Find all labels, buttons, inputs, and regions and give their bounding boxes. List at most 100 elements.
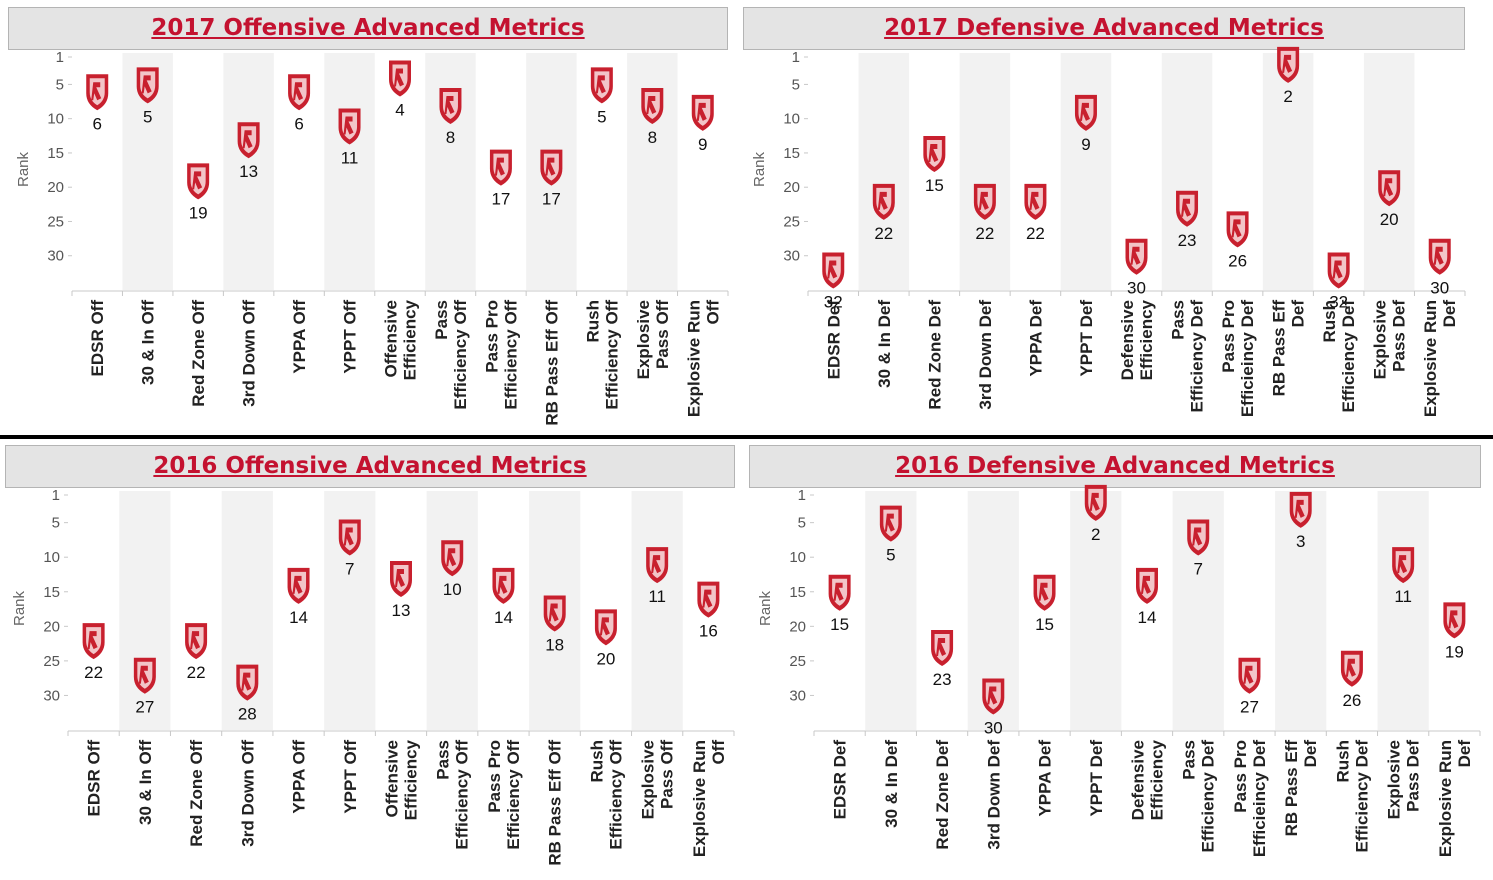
data-label: 9	[698, 135, 707, 154]
shield-emblem-icon	[138, 665, 149, 684]
column-band	[959, 53, 1011, 290]
x-tick-label: 3rd Down Def	[984, 740, 1003, 850]
x-tick-label: Efficiency Off	[606, 740, 625, 850]
data-point-marker	[1084, 484, 1107, 521]
x-tick-label: Def	[1440, 300, 1459, 328]
data-label: 30	[1430, 279, 1449, 298]
column-band	[1377, 491, 1429, 730]
y-tick-label: 10	[783, 111, 800, 128]
shield-emblem-icon	[1231, 219, 1242, 238]
y-tick-label: 5	[52, 515, 60, 532]
x-tick-label: Pass Pro	[485, 740, 504, 813]
x-tick-label: Off	[709, 740, 728, 765]
x-tick-label: YPPT Def	[1087, 740, 1106, 817]
data-point-marker	[822, 252, 845, 289]
shield-emblem-icon	[827, 260, 838, 279]
y-tick-label: 25	[47, 213, 64, 230]
data-label: 22	[975, 224, 994, 243]
data-point-marker	[86, 74, 109, 111]
shield-emblem-icon	[497, 575, 508, 594]
y-tick-label: 30	[789, 687, 806, 704]
column-band	[858, 53, 910, 290]
chart-title: 2016 Offensive Advanced Metrics	[5, 445, 735, 488]
shield-emblem-icon	[1332, 260, 1343, 279]
data-label: 5	[597, 107, 606, 126]
data-point-marker	[338, 108, 361, 145]
shield-emblem-icon	[394, 68, 404, 87]
data-label: 11	[648, 587, 666, 606]
data-label: 14	[1138, 608, 1157, 627]
x-tick-label: Efficiency Off	[453, 740, 472, 850]
shield-emblem-icon	[91, 82, 102, 101]
x-tick-label: Offensive	[382, 300, 401, 377]
shield-emblem-icon	[545, 157, 556, 176]
data-label: 32	[824, 292, 843, 311]
section-divider	[0, 435, 1493, 439]
y-tick-label: 5	[798, 515, 806, 532]
y-tick-label: 1	[52, 487, 60, 504]
shield-emblem-icon	[833, 582, 844, 601]
data-label: 22	[1026, 224, 1045, 243]
shield-emblem-icon	[343, 527, 354, 546]
x-tick-label: EDSR Def	[824, 300, 843, 380]
x-tick-label: YPPA Off	[290, 300, 309, 374]
x-tick-label: Pass	[1169, 300, 1188, 340]
data-label: 3	[1296, 532, 1305, 551]
data-point-marker	[236, 664, 259, 701]
data-point-marker	[1327, 252, 1350, 289]
data-point-marker	[288, 74, 311, 111]
data-point-marker	[697, 581, 720, 618]
y-tick-label: 15	[783, 145, 800, 162]
x-tick-label: Pass Pro	[1231, 740, 1250, 813]
data-label: 8	[648, 128, 657, 147]
data-label: 23	[1178, 231, 1197, 250]
column-band	[426, 491, 478, 730]
column-band	[1060, 53, 1112, 290]
shield-emblem-icon	[646, 95, 657, 114]
shield-emblem-icon	[494, 157, 505, 176]
data-point-marker	[872, 183, 895, 220]
data-label: 22	[874, 224, 893, 243]
data-point-marker	[691, 94, 714, 131]
y-axis-label: Rank	[751, 151, 768, 187]
data-label: 8	[446, 128, 455, 147]
x-tick-label: Pass Def	[1404, 740, 1423, 812]
data-label: 18	[545, 636, 564, 655]
x-tick-label: Rush	[587, 740, 606, 783]
data-point-marker	[287, 567, 310, 604]
data-label: 13	[239, 162, 258, 181]
shield-emblem-icon	[293, 82, 304, 101]
data-label: 30	[1127, 279, 1146, 298]
x-tick-label: RB Pass Eff Off	[546, 740, 565, 866]
data-label: 2	[1091, 525, 1100, 544]
y-tick-label: 5	[792, 76, 800, 93]
data-label: 20	[596, 649, 615, 668]
data-point-marker	[646, 547, 669, 584]
data-label: 7	[345, 559, 354, 578]
x-tick-label: 3rd Down Off	[240, 300, 259, 407]
x-tick-label: Defensive	[1118, 300, 1137, 380]
shield-emblem-icon	[1448, 610, 1459, 629]
data-point-marker	[982, 678, 1005, 715]
data-label: 19	[1445, 642, 1464, 661]
x-tick-label: Efficiency	[402, 739, 421, 820]
y-tick-label: 20	[43, 618, 60, 635]
shield-emblem-icon	[395, 568, 405, 587]
x-tick-label: Efficiency Def	[1339, 300, 1358, 413]
shield-emblem-icon	[877, 191, 888, 210]
shield-emblem-icon	[1079, 102, 1090, 121]
x-tick-label: EDSR Def	[831, 740, 850, 820]
shield-emblem-icon	[936, 638, 947, 657]
data-label: 5	[886, 546, 895, 565]
data-point-marker	[439, 87, 462, 124]
shield-emblem-icon	[1038, 582, 1049, 601]
shield-emblem-icon	[987, 686, 998, 705]
shield-emblem-icon	[241, 672, 252, 691]
y-tick-label: 1	[792, 49, 800, 66]
y-tick-label: 30	[43, 687, 60, 704]
data-point-marker	[338, 519, 361, 556]
x-tick-label: Pass Off	[658, 740, 677, 809]
shield-emblem-icon	[292, 575, 303, 594]
shield-emblem-icon	[446, 548, 457, 567]
